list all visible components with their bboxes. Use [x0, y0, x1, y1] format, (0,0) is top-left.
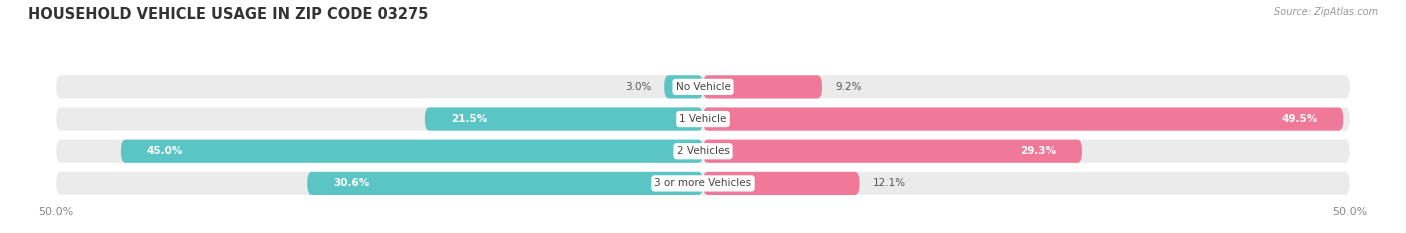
FancyBboxPatch shape: [664, 75, 703, 99]
Text: 29.3%: 29.3%: [1019, 146, 1056, 156]
FancyBboxPatch shape: [703, 172, 859, 195]
FancyBboxPatch shape: [307, 172, 703, 195]
Text: 1 Vehicle: 1 Vehicle: [679, 114, 727, 124]
Text: 45.0%: 45.0%: [146, 146, 183, 156]
Text: 2 Vehicles: 2 Vehicles: [676, 146, 730, 156]
Text: 49.5%: 49.5%: [1281, 114, 1317, 124]
Text: 12.1%: 12.1%: [873, 178, 905, 188]
Text: HOUSEHOLD VEHICLE USAGE IN ZIP CODE 03275: HOUSEHOLD VEHICLE USAGE IN ZIP CODE 0327…: [28, 7, 429, 22]
FancyBboxPatch shape: [56, 140, 1350, 163]
Text: Source: ZipAtlas.com: Source: ZipAtlas.com: [1274, 7, 1378, 17]
FancyBboxPatch shape: [703, 140, 1083, 163]
FancyBboxPatch shape: [425, 107, 703, 131]
Text: 30.6%: 30.6%: [333, 178, 370, 188]
FancyBboxPatch shape: [121, 140, 703, 163]
FancyBboxPatch shape: [56, 107, 1350, 131]
Text: 9.2%: 9.2%: [835, 82, 862, 92]
Text: 3.0%: 3.0%: [624, 82, 651, 92]
Text: No Vehicle: No Vehicle: [675, 82, 731, 92]
FancyBboxPatch shape: [56, 75, 1350, 99]
FancyBboxPatch shape: [703, 75, 823, 99]
FancyBboxPatch shape: [56, 172, 1350, 195]
Text: 3 or more Vehicles: 3 or more Vehicles: [654, 178, 752, 188]
Text: 21.5%: 21.5%: [451, 114, 486, 124]
FancyBboxPatch shape: [703, 107, 1343, 131]
